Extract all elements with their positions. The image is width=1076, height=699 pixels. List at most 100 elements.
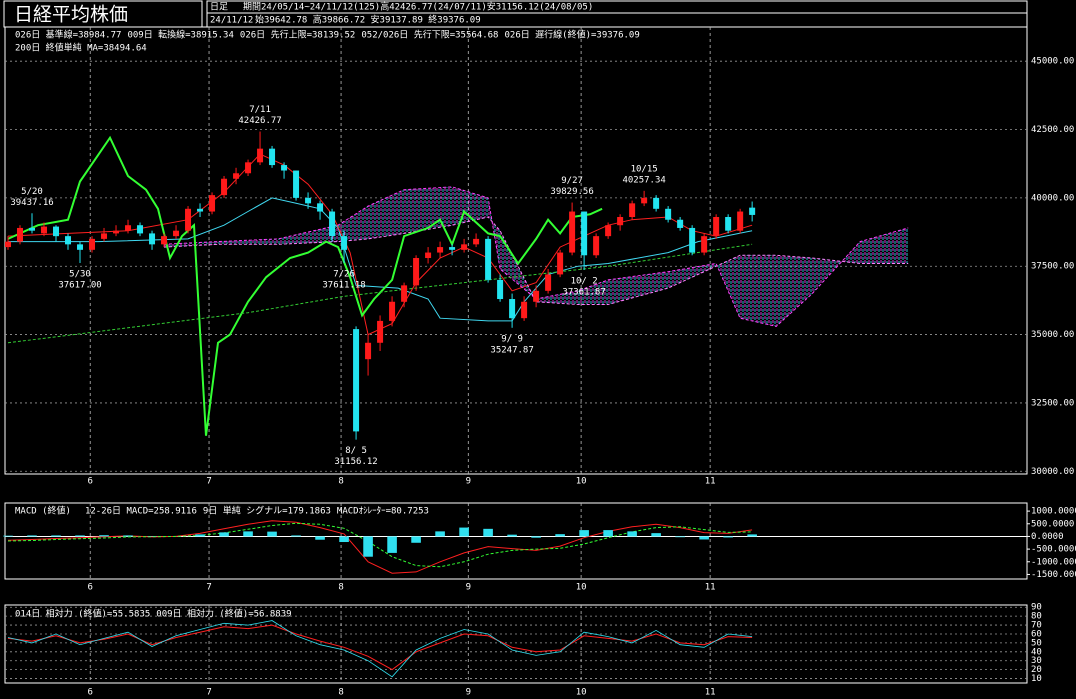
x-tick-label: 7 <box>206 688 211 698</box>
candle-body <box>329 211 336 237</box>
histogram-bar <box>555 534 565 537</box>
annotation-price: 37361.87 <box>562 287 605 297</box>
y-tick-label: 90 <box>1031 603 1042 613</box>
x-tick-label: 8 <box>338 583 343 593</box>
annotation-price: 39437.16 <box>10 198 53 208</box>
y-tick-label: 45000.00 <box>1031 57 1074 67</box>
legend-entry: 052/026日 先行下限=35564.68 <box>361 29 498 41</box>
histogram-bar <box>747 534 757 537</box>
annotation-price: 40257.34 <box>622 175 665 185</box>
y-tick-label: 30 <box>1031 656 1042 666</box>
x-tick-label: 6 <box>88 477 93 487</box>
annotation-date: 5/30 <box>69 270 91 280</box>
annotation-price: 37611.18 <box>322 281 365 291</box>
legend-entry: MACDｵｼﾚｰﾀｰ=80.7253 <box>337 506 429 517</box>
candle-body <box>89 238 96 250</box>
x-tick-label: 9 <box>466 688 471 698</box>
series-line <box>7 520 753 574</box>
candle-body <box>521 301 528 319</box>
legend-entry: 200日 終値単純 MA=38494.64 <box>15 42 147 54</box>
candle-body <box>365 342 372 360</box>
candle-body <box>53 226 60 237</box>
histogram-bar <box>675 536 685 538</box>
histogram-bar <box>3 535 13 537</box>
candle-body <box>17 227 24 242</box>
histogram-bar <box>411 536 421 543</box>
annotation-date: 5/20 <box>21 187 43 197</box>
candle-body <box>473 238 480 245</box>
x-tick-label: 10 <box>576 688 587 698</box>
x-tick-label: 9 <box>466 477 471 487</box>
annotation-price: 35247.87 <box>490 345 533 355</box>
candle-body <box>725 217 732 231</box>
histogram-bar <box>291 535 301 537</box>
interval: 日足 <box>210 2 228 13</box>
y-tick-label: 50 <box>1031 638 1042 648</box>
ohlc: 始39642.78 高39866.72 安39137.89 終39376.09 <box>255 14 481 26</box>
legend-entry: 026日 遅行線(終値)=39376.09 <box>504 29 639 41</box>
x-tick-label: 6 <box>88 583 93 593</box>
candle-body <box>605 225 612 237</box>
y-tick-label: 20 <box>1031 665 1042 675</box>
candle-body <box>353 329 360 432</box>
candle-body <box>185 208 192 231</box>
panel-border <box>4 26 1028 475</box>
candle-body <box>401 285 408 302</box>
candle-body <box>641 197 648 204</box>
annotation-date: 7/11 <box>249 105 271 115</box>
annotation-date: 9/ 9 <box>501 334 523 344</box>
x-tick-label: 11 <box>705 583 716 593</box>
candle-body <box>245 162 252 174</box>
period: 期間24/05/14~24/11/12(125)高42426.77(24/07/… <box>243 1 593 13</box>
histogram-bar <box>123 535 133 537</box>
series-line <box>7 620 753 678</box>
y-tick-label: 35000.00 <box>1031 330 1074 340</box>
candle-body <box>437 247 444 253</box>
legend-entry: 12-26日 MACD=258.9116 <box>85 506 197 517</box>
histogram-bar <box>507 534 517 537</box>
candle-body <box>149 233 156 245</box>
candle-body <box>341 236 348 250</box>
candle-body <box>29 227 36 231</box>
histogram-bar <box>651 533 661 537</box>
legend-entry: 014日 相対力 (終値)=55.5835 <box>15 608 150 620</box>
histogram-bar <box>387 536 397 553</box>
x-tick-label: 6 <box>88 688 93 698</box>
candle-body <box>293 170 300 198</box>
annotation-date: 8/ 5 <box>345 446 367 456</box>
x-tick-label: 9 <box>466 583 471 593</box>
histogram-bar <box>699 536 709 540</box>
candle-body <box>689 227 696 253</box>
y-tick-label: 30000.00 <box>1031 467 1074 477</box>
legend-entry: 009日 転換線=38915.34 <box>127 29 233 41</box>
annotation-price: 42426.77 <box>238 116 281 126</box>
page-title: 日経平均株価 <box>14 4 128 26</box>
y-tick-label: -1000.0000 <box>1031 557 1076 567</box>
x-tick-label: 7 <box>206 583 211 593</box>
series-line <box>8 197 753 322</box>
y-tick-label: 10 <box>1031 674 1042 684</box>
candle-body <box>5 241 12 248</box>
candle-body <box>533 290 540 302</box>
y-tick-label: 37500.00 <box>1031 262 1074 272</box>
candle-body <box>389 301 396 321</box>
candle-body <box>545 274 552 291</box>
candle-body <box>425 252 432 259</box>
candle-body <box>629 203 636 218</box>
candle-body <box>653 197 660 209</box>
x-tick-label: 8 <box>338 477 343 487</box>
candle-body <box>413 258 420 286</box>
histogram-bar <box>51 535 61 537</box>
candle-body <box>233 173 240 179</box>
candle-body <box>197 208 204 212</box>
panel-title: MACD (終値) <box>15 505 71 517</box>
candle-body <box>41 226 48 234</box>
legend-entry: 026日 先行上限=38139.52 <box>240 29 355 41</box>
histogram-bar <box>27 535 37 537</box>
histogram-bar <box>195 534 205 537</box>
annotation-price: 31156.12 <box>334 457 377 467</box>
x-tick-label: 8 <box>338 688 343 698</box>
legend-entry: 009日 相対力 (終値)=56.8839 <box>156 608 291 620</box>
